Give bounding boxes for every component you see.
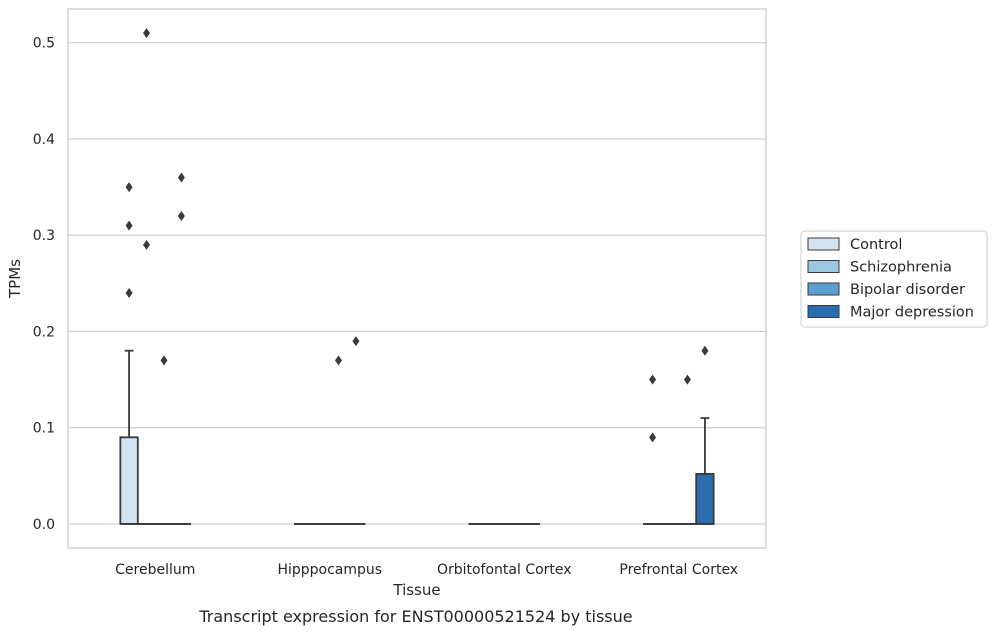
outlier-point bbox=[649, 374, 657, 385]
x-tick-label: Hipppocampus bbox=[277, 562, 382, 578]
outlier-point bbox=[649, 432, 657, 443]
x-tick-label: Orbitofontal Cortex bbox=[437, 562, 572, 578]
box-plot-area bbox=[119, 28, 715, 525]
legend-label: Major depression bbox=[850, 305, 974, 321]
box bbox=[119, 436, 139, 525]
legend-swatch bbox=[807, 282, 840, 296]
x-tick-label: Cerebellum bbox=[115, 562, 195, 578]
legend-label: Bipolar disorder bbox=[850, 282, 965, 298]
y-axis-ticks: 0.0 0.1 0.2 0.3 0.4 0.5 bbox=[33, 36, 55, 533]
outlier-point bbox=[143, 28, 151, 39]
legend-swatch bbox=[807, 305, 840, 318]
legend-swatch bbox=[807, 260, 840, 273]
legend-label: Control bbox=[850, 237, 902, 253]
y-axis-label: TPMs bbox=[6, 259, 24, 299]
outlier-point bbox=[160, 355, 168, 366]
grid-lines bbox=[68, 42, 766, 525]
legend-frame bbox=[800, 230, 988, 328]
y-tick-label: 0.2 bbox=[33, 324, 55, 340]
outlier-point bbox=[334, 355, 342, 366]
y-tick-label: 0.0 bbox=[33, 517, 55, 533]
y-tick-label: 0.1 bbox=[33, 421, 55, 437]
outlier-point bbox=[177, 210, 185, 221]
outlier-point bbox=[683, 374, 691, 385]
outlier-point bbox=[125, 182, 133, 193]
outlier-point bbox=[125, 287, 133, 298]
y-tick-label: 0.5 bbox=[33, 36, 55, 52]
y-tick-label: 0.4 bbox=[33, 132, 55, 148]
y-tick-label: 0.3 bbox=[33, 228, 55, 244]
legend-swatch bbox=[807, 237, 840, 251]
x-axis-label: Tissue bbox=[392, 581, 440, 599]
outlier-point bbox=[125, 220, 133, 231]
outlier-point bbox=[352, 336, 360, 347]
box bbox=[695, 472, 715, 525]
legend: Control Schizophrenia Bipolar disorder Majo… bbox=[800, 230, 988, 328]
legend-label: Schizophrenia bbox=[850, 260, 952, 276]
plot-frame bbox=[67, 8, 767, 549]
x-tick-label: Prefrontal Cortex bbox=[619, 562, 738, 578]
outlier-point bbox=[177, 172, 185, 183]
outlier-point bbox=[143, 239, 151, 250]
outlier-point bbox=[701, 345, 709, 356]
chart-caption: Transcript expression for ENST0000052152… bbox=[198, 607, 632, 626]
x-axis-ticks: Cerebellum Hipppocampus Orbitofontal Corte… bbox=[115, 562, 738, 578]
